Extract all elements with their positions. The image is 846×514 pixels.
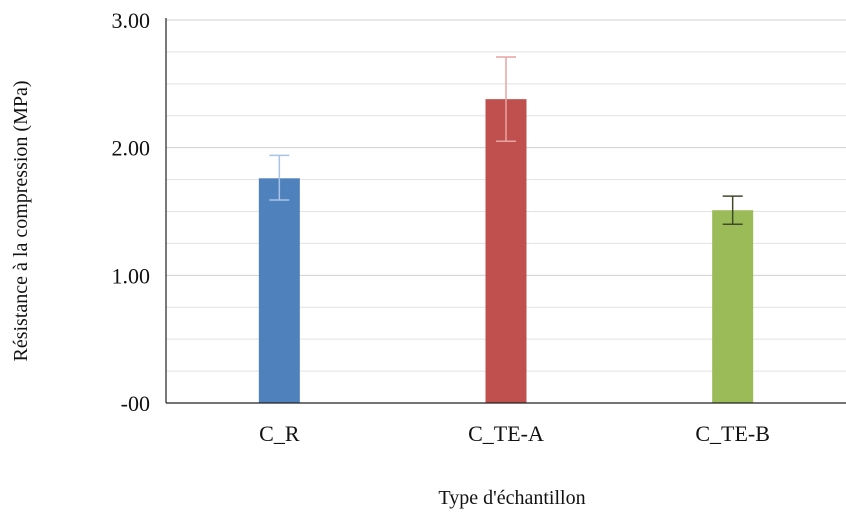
y-tick-label: 1.00 (112, 263, 151, 288)
axes (165, 18, 846, 404)
bars (258, 99, 754, 404)
labels: -00 1.00 2.00 3.00 C_R C_TE-A C_TE-B (112, 8, 770, 446)
x-tick-label: C_R (259, 421, 300, 446)
y-tick-label: -00 (121, 391, 150, 416)
error-bars (269, 56, 743, 226)
bar-c_r (258, 178, 300, 403)
bar-c_te-a (485, 99, 527, 404)
x-tick-label: C_TE-B (695, 421, 770, 446)
bar-c_te-b (712, 210, 754, 403)
x-tick-label: C_TE-A (468, 421, 544, 446)
x-axis-title: Type d'échantillon (438, 487, 585, 509)
y-axis-title: Résistance à la compression (MPa) (10, 80, 32, 361)
y-tick-label: 2.00 (112, 136, 151, 161)
y-tick-label: 3.00 (112, 8, 151, 33)
